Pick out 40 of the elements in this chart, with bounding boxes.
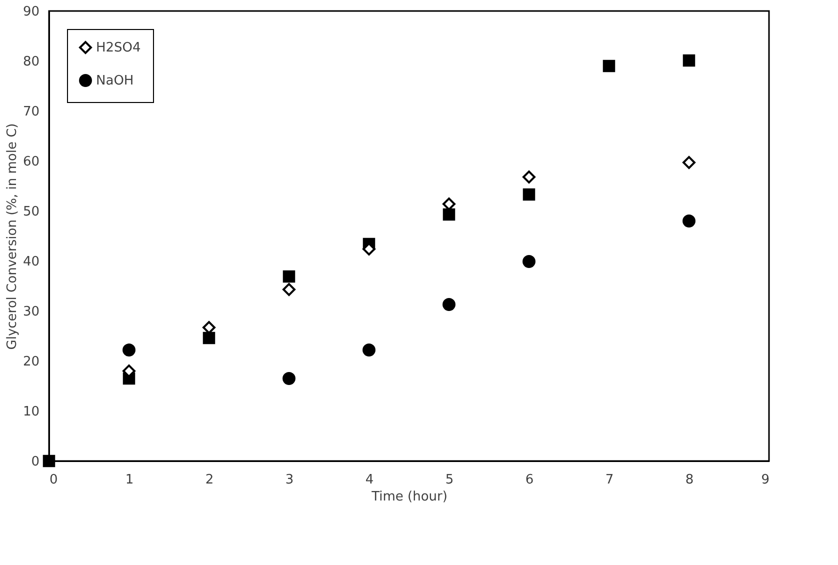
y-tick-label: 20 — [22, 354, 40, 370]
x-tick-label: 3 — [285, 472, 294, 488]
y-tick-label: 10 — [22, 404, 40, 420]
point — [202, 332, 216, 344]
x-tick-label: 2 — [205, 472, 214, 488]
point — [282, 270, 296, 283]
x-tick-label: 4 — [365, 472, 374, 488]
point — [282, 283, 296, 296]
y-tick-label: 90 — [22, 4, 40, 20]
point — [122, 344, 136, 356]
y-tick-label: 30 — [22, 304, 40, 320]
x-tick-label: 7 — [605, 472, 614, 488]
point — [522, 170, 536, 184]
point — [362, 344, 376, 356]
point — [682, 54, 696, 67]
legend-label: NaOH — [96, 74, 134, 88]
x-tick-label: 0 — [50, 472, 58, 488]
y-tick-label: 60 — [22, 154, 40, 170]
x-tick-label: 1 — [125, 472, 134, 488]
point — [522, 255, 536, 268]
x-tick-label: 5 — [445, 472, 454, 488]
legend-label: H2SO4 — [96, 40, 141, 56]
point — [442, 298, 456, 311]
y-axis-title: Glycerol Conversion (%, in mole C) — [4, 123, 20, 350]
y-tick-label: 80 — [22, 54, 40, 70]
point — [522, 188, 536, 201]
point — [602, 60, 616, 72]
point — [282, 372, 296, 385]
y-tick-label: 50 — [22, 204, 40, 220]
y-tick-label: 70 — [22, 104, 40, 120]
point — [442, 208, 456, 221]
x-tick-label: 6 — [525, 472, 534, 488]
x-axis-title: Time (hour) — [370, 490, 448, 504]
y-tick-label: 40 — [22, 254, 40, 270]
x-tick-label: 8 — [685, 472, 694, 488]
point — [682, 214, 696, 228]
point — [42, 454, 56, 468]
point — [682, 156, 696, 169]
y-tick-label: 0 — [31, 454, 40, 470]
x-tick-label: 9 — [761, 472, 770, 488]
